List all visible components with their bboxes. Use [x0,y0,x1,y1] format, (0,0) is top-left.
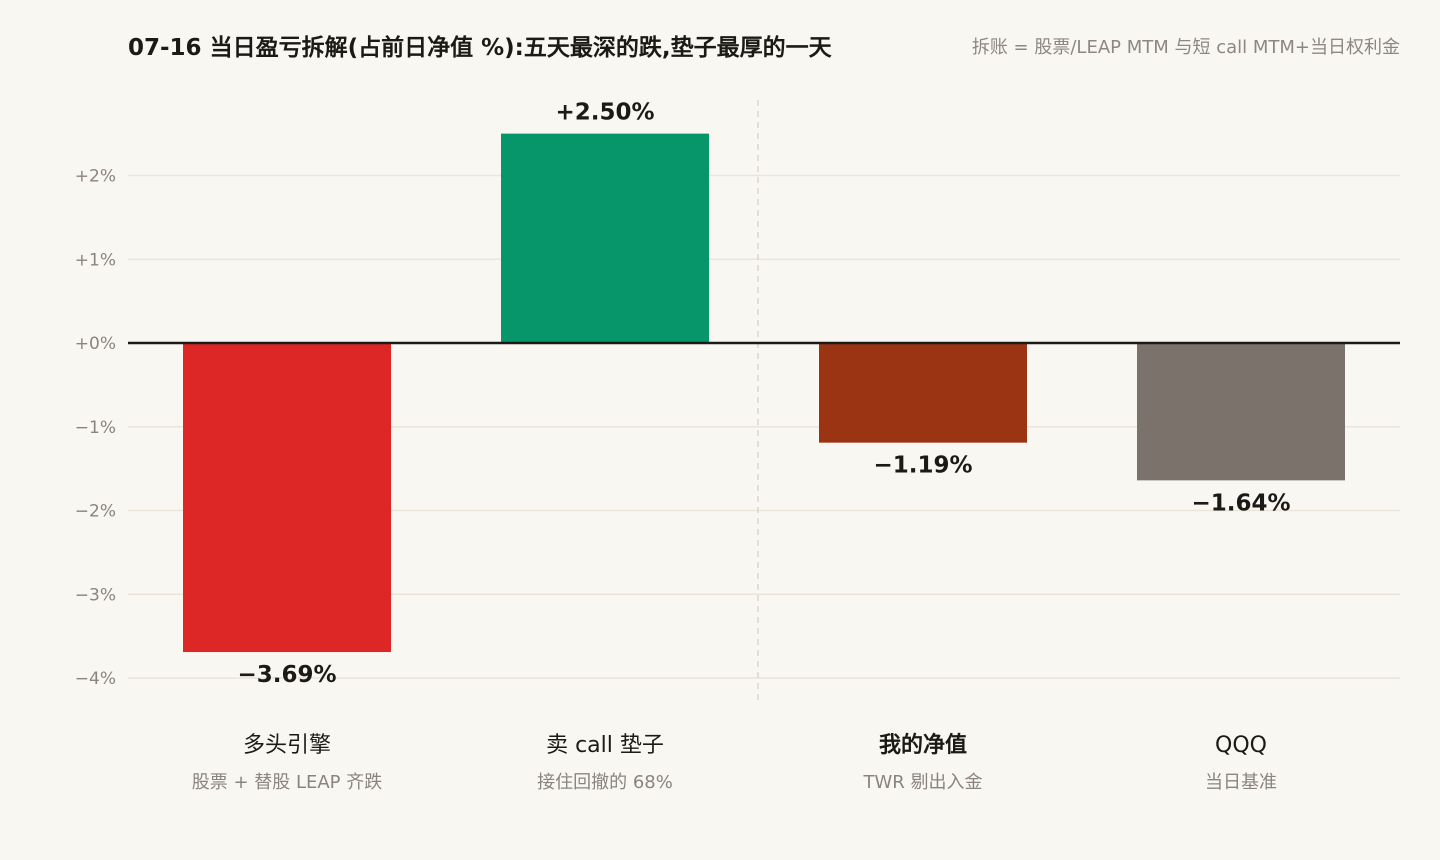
x-category-sublabel: 当日基准 [1205,772,1277,793]
x-category-sublabel: 股票 + 替股 LEAP 齐跌 [192,772,383,793]
data-label: −1.19% [873,453,972,479]
chart-title: 07-16 当日盈亏拆解(占前日净值 %):五天最深的跌,垫子最厚的一天 [128,35,832,61]
y-tick-label: −2% [75,502,116,522]
y-tick-label: +2% [75,167,116,187]
x-category-label: QQQ [1215,733,1267,758]
x-category-label: 我的净值 [879,732,967,758]
x-category-sublabel: 接住回撤的 68% [537,772,673,793]
x-category-sublabel: TWR 剔出入金 [862,772,982,793]
x-category-label: 卖 call 垫子 [546,733,664,758]
bar [819,343,1027,443]
y-tick-label: +1% [75,250,116,270]
data-label: −1.64% [1191,490,1290,516]
bar [501,133,709,343]
data-label: −3.69% [237,662,336,688]
x-category-label: 多头引擎 [243,733,331,758]
y-tick-label: −1% [75,418,116,438]
bar [183,343,391,653]
bar [1137,343,1345,481]
y-tick-label: +0% [75,334,116,354]
y-tick-label: −4% [75,669,116,689]
chart-subtitle: 拆账 = 股票/LEAP MTM 与短 call MTM+当日权利金 [971,37,1400,58]
y-tick-label: −3% [75,585,116,605]
data-label: +2.50% [555,100,654,126]
